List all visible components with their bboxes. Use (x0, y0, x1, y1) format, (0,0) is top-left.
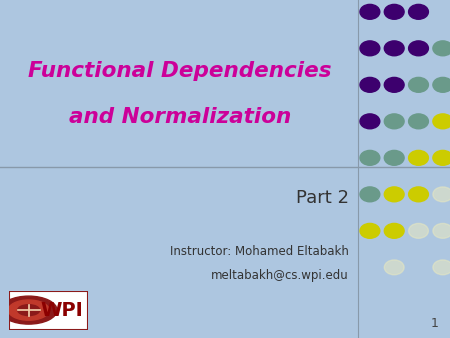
FancyBboxPatch shape (9, 291, 88, 330)
Text: meltabakh@cs.wpi.edu: meltabakh@cs.wpi.edu (211, 269, 349, 282)
Text: and Normalization: and Normalization (69, 106, 291, 127)
Circle shape (384, 77, 404, 92)
Circle shape (409, 41, 428, 56)
Text: Part 2: Part 2 (296, 189, 349, 207)
Circle shape (384, 187, 404, 202)
Circle shape (409, 77, 428, 92)
Circle shape (384, 41, 404, 56)
Circle shape (409, 187, 428, 202)
Circle shape (384, 260, 404, 275)
Circle shape (384, 114, 404, 129)
Circle shape (409, 114, 428, 129)
Circle shape (360, 41, 380, 56)
Circle shape (433, 114, 450, 129)
Circle shape (433, 150, 450, 165)
Circle shape (409, 4, 428, 19)
Text: Instructor: Mohamed Eltabakh: Instructor: Mohamed Eltabakh (170, 245, 349, 258)
Circle shape (409, 150, 428, 165)
Text: Functional Dependencies: Functional Dependencies (28, 61, 332, 81)
Circle shape (433, 77, 450, 92)
Circle shape (360, 223, 380, 238)
Circle shape (384, 150, 404, 165)
Circle shape (18, 305, 40, 316)
Circle shape (360, 150, 380, 165)
Text: 1: 1 (431, 317, 439, 330)
Text: WPI: WPI (40, 300, 83, 320)
Circle shape (433, 41, 450, 56)
Circle shape (0, 296, 57, 324)
Circle shape (433, 223, 450, 238)
Circle shape (409, 223, 428, 238)
Circle shape (433, 187, 450, 202)
Circle shape (384, 4, 404, 19)
Circle shape (433, 260, 450, 275)
Circle shape (384, 223, 404, 238)
Circle shape (360, 4, 380, 19)
Circle shape (8, 300, 49, 320)
Circle shape (360, 187, 380, 202)
Circle shape (360, 114, 380, 129)
Circle shape (360, 77, 380, 92)
